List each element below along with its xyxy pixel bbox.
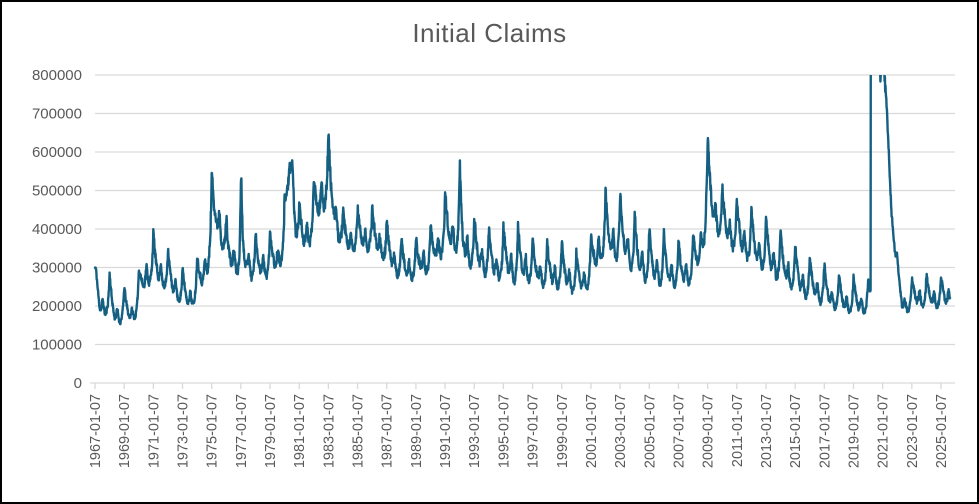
x-axis-tick-label: 2019-01-07 xyxy=(846,394,862,468)
x-axis-tick-label: 1967-01-07 xyxy=(88,394,104,468)
x-axis-tick-label: 1987-01-07 xyxy=(380,394,396,468)
x-axis-tick-label: 1985-01-07 xyxy=(351,394,367,468)
y-axis-tick-label: 700000 xyxy=(32,106,82,123)
y-axis-tick-label: 600000 xyxy=(32,144,82,161)
x-axis-tick-label: 2025-01-07 xyxy=(934,394,950,468)
x-axis-tick-label: 1969-01-07 xyxy=(117,394,133,468)
chart-title: Initial Claims xyxy=(412,18,567,48)
x-axis-tick-label: 1999-01-07 xyxy=(555,394,571,468)
y-axis-tick-label: 500000 xyxy=(32,183,82,200)
x-axis-tick-label: 1989-01-07 xyxy=(409,394,425,468)
x-axis-tick-label: 2007-01-07 xyxy=(671,394,687,468)
y-axis-tick-label: 0 xyxy=(74,375,82,392)
x-axis-tick-label: 1995-01-07 xyxy=(496,394,512,468)
x-axis-tick-label: 1975-01-07 xyxy=(205,394,221,468)
x-axis-tick-label: 2015-01-07 xyxy=(788,394,804,468)
x-axis-tick-label: 1971-01-07 xyxy=(146,394,162,468)
x-axis-tick-label: 2001-01-07 xyxy=(584,394,600,468)
x-axis-tick-label: 1993-01-07 xyxy=(467,394,483,468)
y-axis-tick-label: 200000 xyxy=(32,298,82,315)
y-axis-tick-label: 300000 xyxy=(32,260,82,277)
x-axis-tick-label: 1981-01-07 xyxy=(292,394,308,468)
x-axis-tick-label: 1991-01-07 xyxy=(438,394,454,468)
x-axis-tick-label: 2011-01-07 xyxy=(730,394,746,467)
x-axis-tick-label: 2017-01-07 xyxy=(817,394,833,468)
x-axis-tick-label: 2023-01-07 xyxy=(905,394,921,468)
x-axis-tick-label: 1973-01-07 xyxy=(176,394,192,468)
x-axis-tick-label: 1983-01-07 xyxy=(321,394,337,468)
x-axis-tick-label: 2003-01-07 xyxy=(613,394,629,468)
y-axis-tick-label: 400000 xyxy=(32,221,82,238)
x-axis-tick-label: 2005-01-07 xyxy=(642,394,658,468)
x-axis-tick-label: 2009-01-07 xyxy=(701,394,717,468)
y-axis-tick-label: 800000 xyxy=(32,67,82,84)
x-axis-tick-label: 1997-01-07 xyxy=(526,394,542,468)
x-axis-tick-label: 1979-01-07 xyxy=(263,394,279,468)
x-axis-tick-label: 2021-01-07 xyxy=(876,394,892,468)
x-axis-tick-label: 2013-01-07 xyxy=(759,394,775,468)
x-axis-tick-label: 1977-01-07 xyxy=(234,394,250,468)
y-axis-tick-label: 100000 xyxy=(32,337,82,354)
series-line-initial-claims xyxy=(93,75,952,326)
